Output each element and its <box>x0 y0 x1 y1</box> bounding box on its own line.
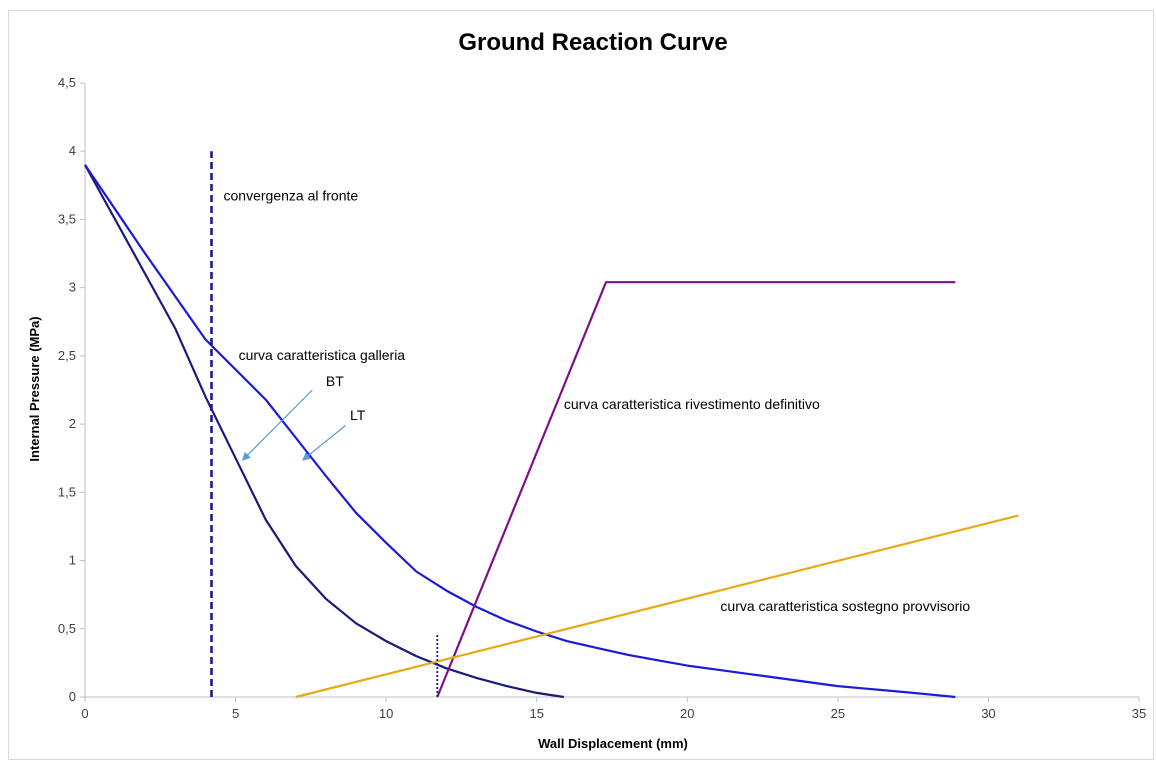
annotation-label-4: LT <box>350 407 366 423</box>
series-line-1 <box>84 164 564 699</box>
x-tick-label: 30 <box>981 706 995 721</box>
y-tick-label: 2 <box>69 416 76 431</box>
series-line-3 <box>436 281 956 698</box>
ground-reaction-chart: Ground Reaction Curve 0 5 10 15 20 25 30 35 0 0,5… <box>27 29 1146 751</box>
x-tick-label: 15 <box>529 706 543 721</box>
annotation-label-5: curva caratteristica rivestimento defini… <box>564 396 820 412</box>
y-tick-label: 3,5 <box>58 211 76 226</box>
x-tick-label: 0 <box>81 706 88 721</box>
y-tick-label: 2,5 <box>58 348 76 363</box>
y-tick-label: 0 <box>69 689 76 704</box>
chart-frame: Ground Reaction Curve 0 5 10 15 20 25 30 35 0 0,5… <box>8 10 1154 760</box>
y-tick-label: 4 <box>69 143 76 158</box>
annotation-arrow-1 <box>241 389 313 461</box>
series-line-4 <box>295 514 1019 699</box>
x-tick-label: 10 <box>379 706 393 721</box>
annotation-label-2: curva caratteristica galleria <box>239 347 406 363</box>
series-line-2 <box>84 164 956 699</box>
x-tick-label: 20 <box>680 706 694 721</box>
x-axis-title: Wall Displacement (mm) <box>538 736 688 751</box>
y-tick-label: 1 <box>69 553 76 568</box>
annotation-arrow-2 <box>302 425 346 461</box>
chart-title: Ground Reaction Curve <box>458 29 727 56</box>
annotation-label-3: BT <box>326 373 344 389</box>
x-tick-label: 25 <box>831 706 845 721</box>
annotation-label-6: curva caratteristica sostegno provvisori… <box>720 598 970 614</box>
y-tick-label: 0,5 <box>58 621 76 636</box>
y-tick-label: 3 <box>69 280 76 295</box>
y-tick-label: 1,5 <box>58 484 76 499</box>
x-tick-label: 35 <box>1132 706 1146 721</box>
y-tick-label: 4,5 <box>58 75 76 90</box>
y-axis-title: Internal Pressure (MPa) <box>27 316 42 461</box>
annotation-label-1: convergenza al fronte <box>224 187 359 203</box>
x-tick-label: 5 <box>232 706 239 721</box>
